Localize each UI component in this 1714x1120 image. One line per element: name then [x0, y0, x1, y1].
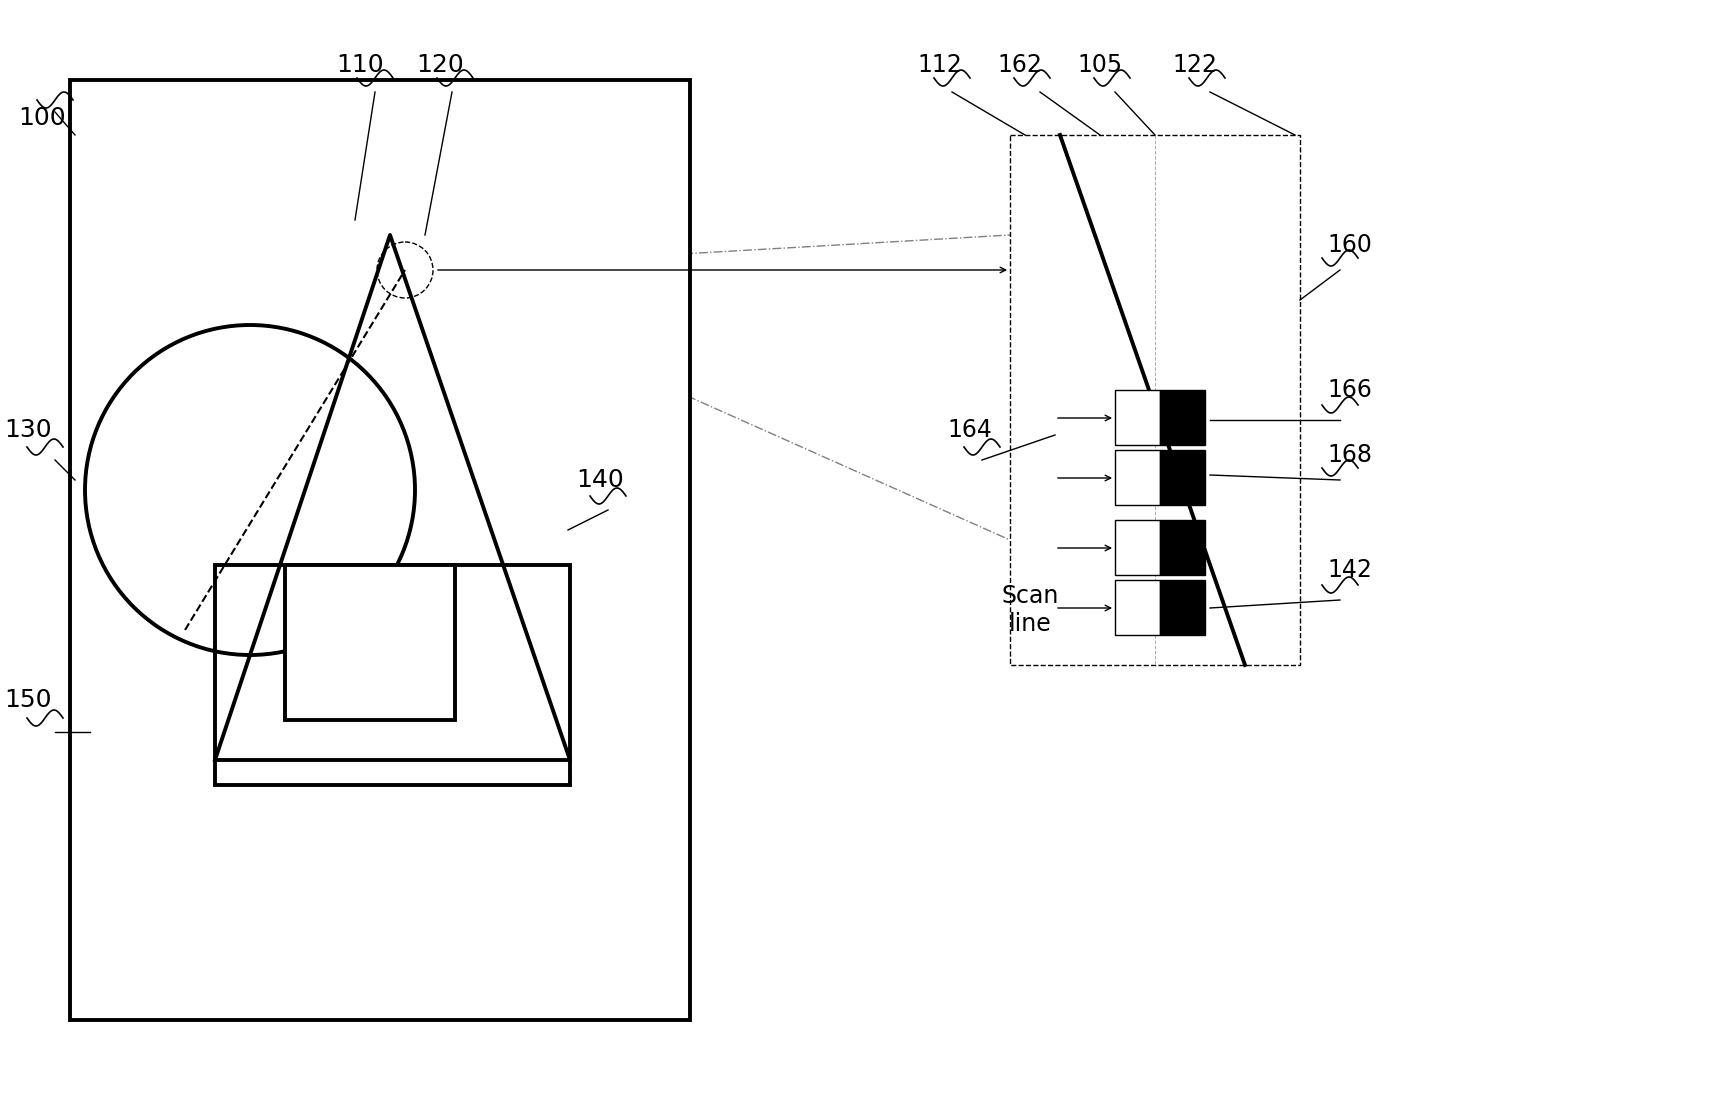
- Text: 162: 162: [998, 53, 1042, 77]
- Bar: [1114, 580, 1159, 635]
- Bar: [1010, 136, 1299, 665]
- Text: 168: 168: [1327, 444, 1371, 467]
- Bar: [1159, 450, 1205, 505]
- Bar: [1114, 520, 1159, 575]
- Text: 105: 105: [1076, 53, 1123, 77]
- Text: 122: 122: [1172, 53, 1217, 77]
- Bar: [214, 564, 569, 785]
- Bar: [1159, 390, 1205, 445]
- Text: 130: 130: [3, 418, 51, 442]
- Text: Scan
line: Scan line: [1001, 585, 1058, 636]
- Text: 112: 112: [917, 53, 962, 77]
- Text: 150: 150: [3, 688, 51, 712]
- Bar: [1159, 580, 1205, 635]
- Text: 164: 164: [948, 418, 992, 442]
- Text: 166: 166: [1327, 379, 1371, 402]
- Text: 120: 120: [417, 53, 463, 77]
- Text: 142: 142: [1327, 558, 1371, 582]
- Bar: [70, 80, 689, 1020]
- Text: 160: 160: [1327, 233, 1371, 256]
- Text: 100: 100: [19, 106, 65, 130]
- Bar: [1159, 520, 1205, 575]
- Bar: [285, 564, 454, 720]
- Text: 110: 110: [336, 53, 384, 77]
- Bar: [1114, 450, 1159, 505]
- Text: 140: 140: [576, 468, 624, 492]
- Bar: [1114, 390, 1159, 445]
